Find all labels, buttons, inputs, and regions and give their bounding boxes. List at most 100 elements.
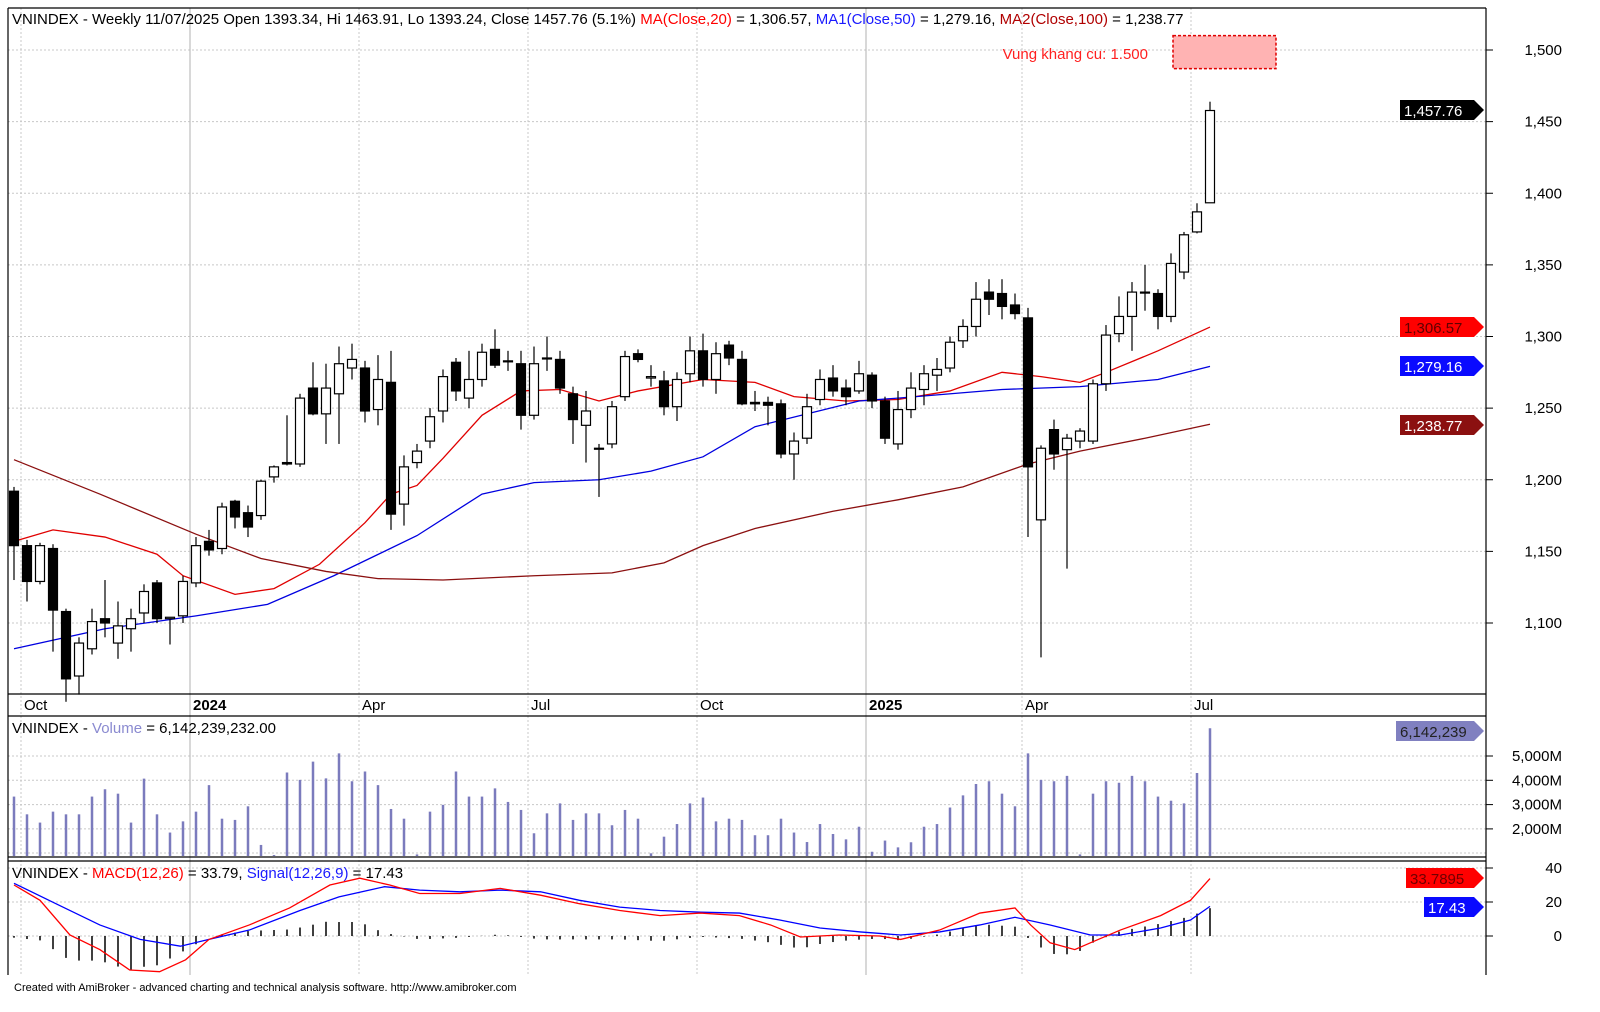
candle <box>359 360 371 423</box>
price-tick-label: 1,500 <box>1524 42 1562 59</box>
candle <box>931 357 943 391</box>
candle-body-up <box>177 580 189 617</box>
candle <box>489 329 501 369</box>
candle <box>216 502 228 555</box>
candle-body-down <box>229 500 241 518</box>
candle <box>502 350 514 371</box>
candle <box>632 349 644 363</box>
candle <box>294 393 306 467</box>
volume-tick-label: 3,000M <box>1512 797 1562 814</box>
candle <box>268 465 280 483</box>
candle <box>333 346 345 444</box>
candle-body-down <box>736 358 748 405</box>
candle <box>73 637 85 695</box>
candle <box>944 336 956 373</box>
candle <box>749 390 761 411</box>
candle-body-up <box>892 408 904 445</box>
candle <box>892 390 904 450</box>
candle <box>1048 419 1060 470</box>
candle-body-up <box>606 406 618 445</box>
candle-body-up <box>73 642 85 677</box>
candle-body-down <box>489 348 501 366</box>
candle <box>164 616 176 645</box>
candle <box>619 350 631 401</box>
candle-body-down <box>996 292 1008 308</box>
axis-labels: 1,500 1,450 1,400 1,350 1,300 1,250 1,200 1,150… <box>24 42 1562 945</box>
candle <box>866 372 878 409</box>
candle <box>1191 203 1203 234</box>
candle <box>957 319 969 348</box>
gridlines <box>8 8 1486 975</box>
candle-body-up <box>463 378 475 399</box>
candle-body-up <box>398 466 410 505</box>
candle-body-down <box>450 361 462 392</box>
candle <box>1100 325 1112 391</box>
candle-body-up <box>1113 315 1125 335</box>
x-tick-label: Apr <box>362 697 385 714</box>
signal-badge: 17.43 <box>1424 897 1484 917</box>
candle <box>736 350 748 406</box>
candle-body-up <box>164 616 176 620</box>
candle <box>645 365 657 387</box>
candle <box>554 350 566 394</box>
candle <box>723 340 735 366</box>
candle-body-up <box>1087 383 1099 442</box>
candle-body-up <box>346 358 358 369</box>
candle-body-up <box>580 410 592 426</box>
candle-body-up <box>437 376 449 412</box>
candle-body-up <box>502 360 514 363</box>
svg-text:1,238.77: 1,238.77 <box>1404 418 1462 435</box>
svg-text:33.7895: 33.7895 <box>1410 871 1464 888</box>
footer-credit: Created with AmiBroker - advanced charti… <box>14 982 517 994</box>
candle <box>60 608 72 702</box>
x-tick-label: Oct <box>700 697 724 714</box>
macd-badge: 33.7895 <box>1406 868 1484 888</box>
candle-body-up <box>372 378 384 411</box>
macd-tick-label: 40 <box>1545 860 1562 877</box>
candle <box>814 369 826 406</box>
candle-body-up <box>710 353 722 381</box>
candle-body-up <box>944 341 956 369</box>
svg-text:17.43: 17.43 <box>1428 900 1466 917</box>
volume-tick-label: 4,000M <box>1512 772 1562 789</box>
candle <box>606 400 618 449</box>
candle <box>1035 445 1047 658</box>
candle-body-up <box>255 480 267 517</box>
candle-body-down <box>151 582 163 620</box>
candle <box>346 343 358 380</box>
candle <box>905 372 917 419</box>
annotation-text: Vung khang cu: 1.500 <box>1003 46 1148 63</box>
candle-body-up <box>216 506 228 550</box>
candle-body-down <box>47 547 59 611</box>
candle <box>1126 282 1138 351</box>
x-tick-label: 2025 <box>869 697 902 714</box>
price-tick-label: 1,450 <box>1524 114 1562 131</box>
x-tick-label: Jul <box>531 697 550 714</box>
close-price-badge: 1,457.76 <box>1400 100 1484 120</box>
candle <box>450 357 462 401</box>
candle <box>255 479 267 520</box>
candle <box>190 537 202 588</box>
candle <box>34 542 46 585</box>
candle-body-down <box>983 291 995 300</box>
candle-body-up <box>1126 291 1138 318</box>
candle-body-down <box>281 461 293 465</box>
candle <box>918 365 930 406</box>
candle <box>47 544 59 652</box>
candle <box>840 379 852 406</box>
candle <box>411 443 423 469</box>
candle-body-up <box>905 387 917 411</box>
candle <box>1022 307 1034 538</box>
candle-body-down <box>554 358 566 389</box>
candle-body-down <box>515 363 527 416</box>
candle-body-up <box>957 325 969 342</box>
candle <box>710 342 722 394</box>
candlesticks <box>8 101 1216 702</box>
candle-body-down <box>723 344 735 359</box>
candle <box>398 455 410 526</box>
candle-body-up <box>541 357 553 360</box>
candle <box>437 369 449 423</box>
candle-body-up <box>788 440 800 455</box>
candle <box>203 529 215 556</box>
candle <box>996 279 1008 320</box>
